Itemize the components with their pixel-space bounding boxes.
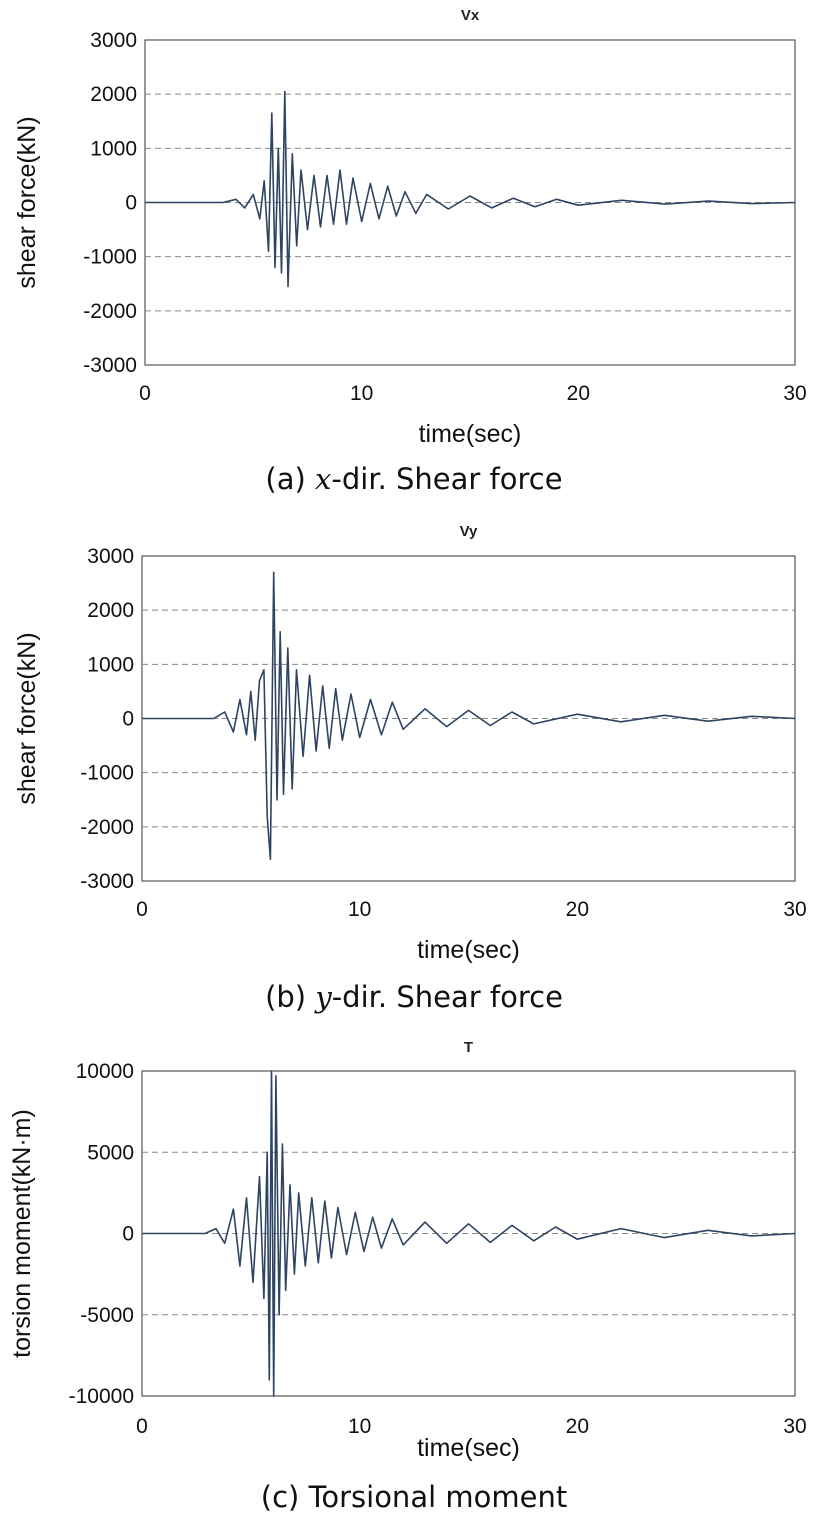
y-tick-label: 0: [125, 192, 137, 215]
caption-vy: (b) y-dir. Shear force: [0, 980, 828, 1014]
y-tick-label: 2000: [90, 83, 137, 106]
y-tick-label: 3000: [87, 545, 134, 568]
x-tick-label: 0: [139, 382, 151, 405]
chart-title: Vx: [461, 7, 480, 24]
x-tick-label: 30: [783, 898, 806, 921]
x-tick-label: 10: [348, 1415, 371, 1438]
y-tick-label: -3000: [83, 354, 137, 377]
chart-title: Vy: [460, 523, 478, 540]
y-tick-label: 10000: [76, 1060, 134, 1083]
y-axis-label: shear force(kN): [13, 632, 41, 804]
y-tick-label: -1000: [83, 246, 137, 269]
caption-var: x: [315, 462, 332, 496]
caption-var: y: [315, 980, 332, 1014]
caption-suffix: -dir. Shear force: [331, 462, 563, 496]
y-tick-label: 1000: [90, 137, 137, 160]
x-tick-label: 20: [566, 1415, 589, 1438]
y-tick-label: 0: [122, 708, 134, 731]
x-tick-label: 0: [136, 898, 148, 921]
series-line: [142, 1070, 796, 1397]
x-axis-label: time(sec): [419, 420, 522, 448]
caption-torsion: (c) Torsional moment: [0, 1480, 828, 1514]
chart-panel-vy: Vy 3000 2000 1000 0 -1000 -2000 -3000 0 10 20 30 tim…: [0, 515, 828, 1025]
x-tick-label: 0: [136, 1415, 148, 1438]
y-tick-label: -2000: [80, 816, 134, 839]
caption-prefix: (b): [265, 980, 316, 1014]
y-tick-label: -5000: [80, 1304, 134, 1327]
x-tick-label: 30: [783, 1415, 806, 1438]
y-tick-label: 2000: [87, 599, 134, 622]
x-tick-label: 30: [783, 382, 806, 405]
y-tick-label: 1000: [87, 653, 134, 676]
caption-prefix: (a): [265, 462, 316, 496]
y-axis-label: shear force(kN): [13, 116, 41, 288]
caption-suffix: -dir. Shear force: [331, 980, 563, 1014]
y-tick-label: -10000: [69, 1385, 134, 1408]
y-tick-label: -3000: [80, 870, 134, 893]
chart-panel-torsion: T 10000 5000 0 -5000 -10000 0 10 20 30 time(sec) to…: [0, 1033, 828, 1525]
x-axis-label: time(sec): [417, 1434, 520, 1462]
x-axis-label: time(sec): [417, 936, 520, 964]
series-line: [145, 90, 796, 288]
chart-panel-vx: Vx 3000 2000 1000 0 -1000 -2000 -3000 0 10 20 30 tim…: [0, 0, 828, 510]
x-tick-label: 10: [348, 898, 371, 921]
y-tick-label: -2000: [83, 300, 137, 323]
y-tick-label: -1000: [80, 762, 134, 785]
series-line: [142, 571, 796, 861]
caption-vx: (a) x-dir. Shear force: [0, 462, 828, 496]
x-tick-label: 20: [567, 382, 590, 405]
caption-prefix: (c) Torsional moment: [260, 1480, 568, 1514]
y-tick-label: 5000: [87, 1141, 134, 1164]
x-tick-label: 20: [566, 898, 589, 921]
y-axis-label: torsion moment(kN·m): [8, 1109, 36, 1358]
y-tick-label: 0: [122, 1223, 134, 1246]
chart-title: T: [464, 1039, 473, 1056]
y-tick-label: 3000: [90, 29, 137, 52]
x-tick-label: 10: [350, 382, 373, 405]
